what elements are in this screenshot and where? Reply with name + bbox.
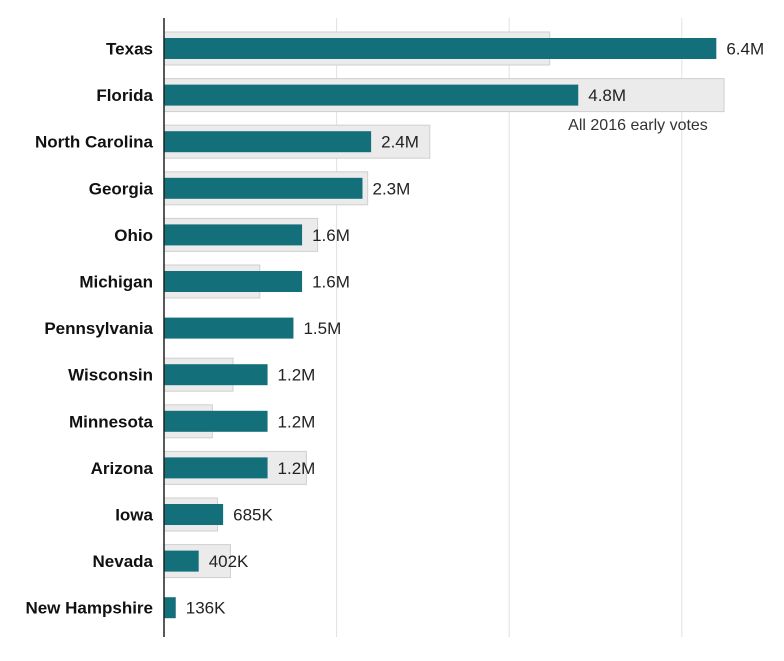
state-label-new-hampshire: New Hampshire [25,599,153,618]
state-label-michigan: Michigan [79,273,153,292]
current-bars [164,38,717,619]
value-label-new-hampshire: 136K [186,599,226,618]
bar-wisconsin [164,364,268,386]
state-label-north-carolina: North Carolina [35,133,154,152]
bar-arizona [164,457,268,479]
value-label-florida: 4.8M [588,86,626,105]
state-label-arizona: Arizona [91,459,154,478]
value-label-texas: 6.4M [726,40,764,59]
state-label-pennsylvania: Pennsylvania [44,319,153,338]
value-label-michigan: 1.6M [312,273,350,292]
value-labels: 6.4M 4.8M 2.4M 2.3M 1.6M 1.6M 1.5M 1.2M 1.2M 1.2M… [186,40,764,618]
annotation-all-2016-early-votes: All 2016 early votes [568,117,708,134]
bar-new-hampshire [164,597,176,619]
state-label-ohio: Ohio [114,226,153,245]
value-label-ohio: 1.6M [312,226,350,245]
bar-nevada [164,550,199,572]
bar-ohio [164,224,303,246]
state-labels: Texas Florida North Carolina Georgia Ohio Mic… [25,40,153,618]
state-label-georgia: Georgia [89,179,154,198]
value-label-wisconsin: 1.2M [278,366,316,385]
bar-georgia [164,177,363,199]
bar-north-carolina [164,131,372,153]
value-label-pennsylvania: 1.5M [303,319,341,338]
value-label-north-carolina: 2.4M [381,133,419,152]
state-label-iowa: Iowa [115,506,153,525]
state-label-florida: Florida [96,86,153,105]
bar-minnesota [164,410,268,432]
value-label-minnesota: 1.2M [278,412,316,431]
state-label-wisconsin: Wisconsin [68,366,153,385]
bar-texas [164,38,717,59]
bar-iowa [164,504,224,525]
gridlines [336,18,683,637]
bar-florida [164,84,579,106]
state-label-texas: Texas [106,40,153,59]
bar-pennsylvania [164,317,294,339]
value-label-arizona: 1.2M [278,459,316,478]
state-label-minnesota: Minnesota [69,412,154,431]
state-label-nevada: Nevada [93,552,154,571]
value-label-iowa: 685K [233,506,273,525]
value-label-georgia: 2.3M [372,179,410,198]
value-label-nevada: 402K [209,552,249,571]
bar-michigan [164,271,303,292]
previous-bars [163,31,725,579]
